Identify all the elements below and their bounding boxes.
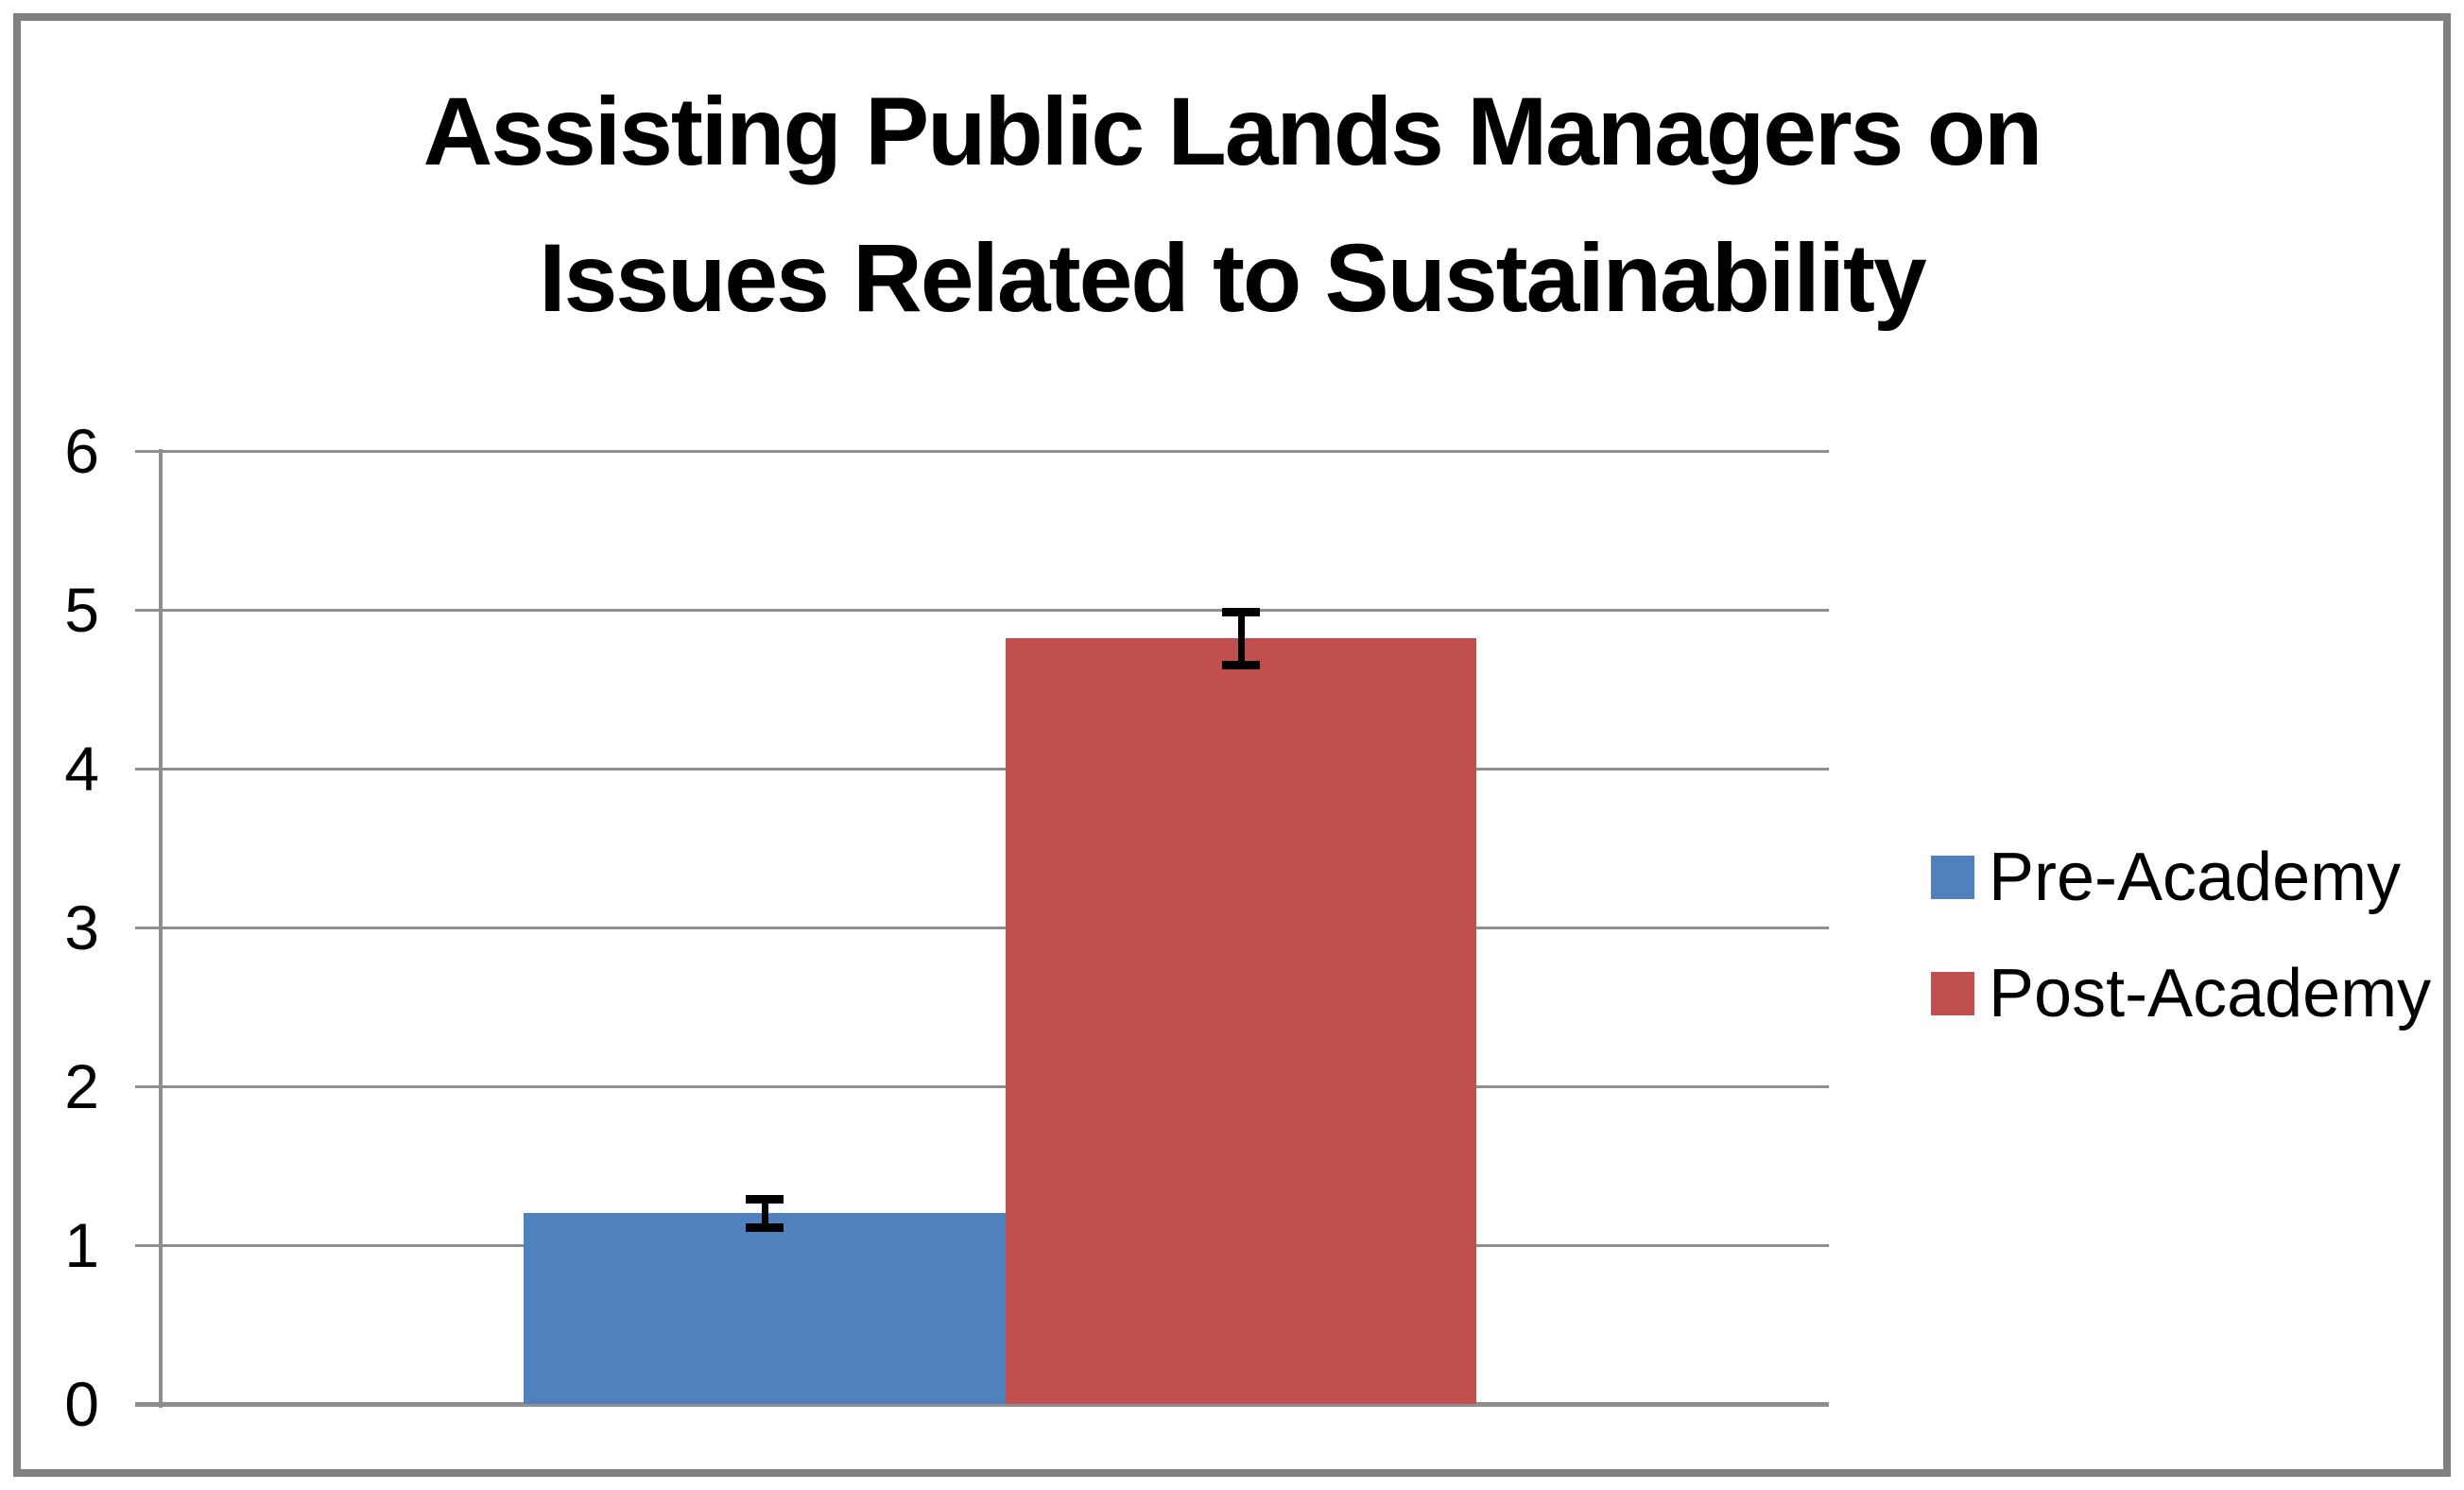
error-bar-line-pre-academy [761,1199,768,1228]
y-axis-tick-label: 4 [64,734,99,804]
y-axis-tick-label: 5 [64,575,99,645]
legend-label-post-academy: Post-Academy [1989,956,2432,1031]
y-axis-tick-label: 1 [64,1210,99,1280]
legend-label-pre-academy: Pre-Academy [1989,840,2402,915]
gridline [135,608,1829,612]
gridline [135,926,1829,929]
chart-title-line-2: Issues Related to Sustainability [539,224,1926,332]
error-bar-bottom-cap-pre-academy [746,1222,784,1232]
bar-post-academy [1006,638,1476,1404]
error-bar-bottom-cap-post-academy [1222,660,1260,669]
error-bar-top-cap-pre-academy [746,1195,784,1204]
chart-title: Assisting Public Lands Managers on Issue… [0,59,2464,352]
error-bar-top-cap-post-academy [1222,607,1260,616]
y-axis-tick-label: 0 [64,1369,99,1439]
y-axis-tick-label: 2 [64,1051,99,1121]
gridline [135,449,1829,453]
x-axis-baseline [135,1401,1829,1407]
gridline [135,1084,1829,1088]
chart-title-line-1: Assisting Public Lands Managers on [422,78,2043,185]
gridline [135,767,1829,771]
y-axis-tick-label: 3 [64,892,99,962]
bar-pre-academy [524,1213,1006,1404]
chart-border-frame [13,13,2451,1477]
y-axis-tick-label: 6 [64,416,99,486]
error-bar-line-post-academy [1237,611,1245,666]
legend-swatch-pre-academy [1931,856,1974,899]
legend-swatch-post-academy [1931,972,1974,1015]
y-axis-line [159,449,163,1408]
